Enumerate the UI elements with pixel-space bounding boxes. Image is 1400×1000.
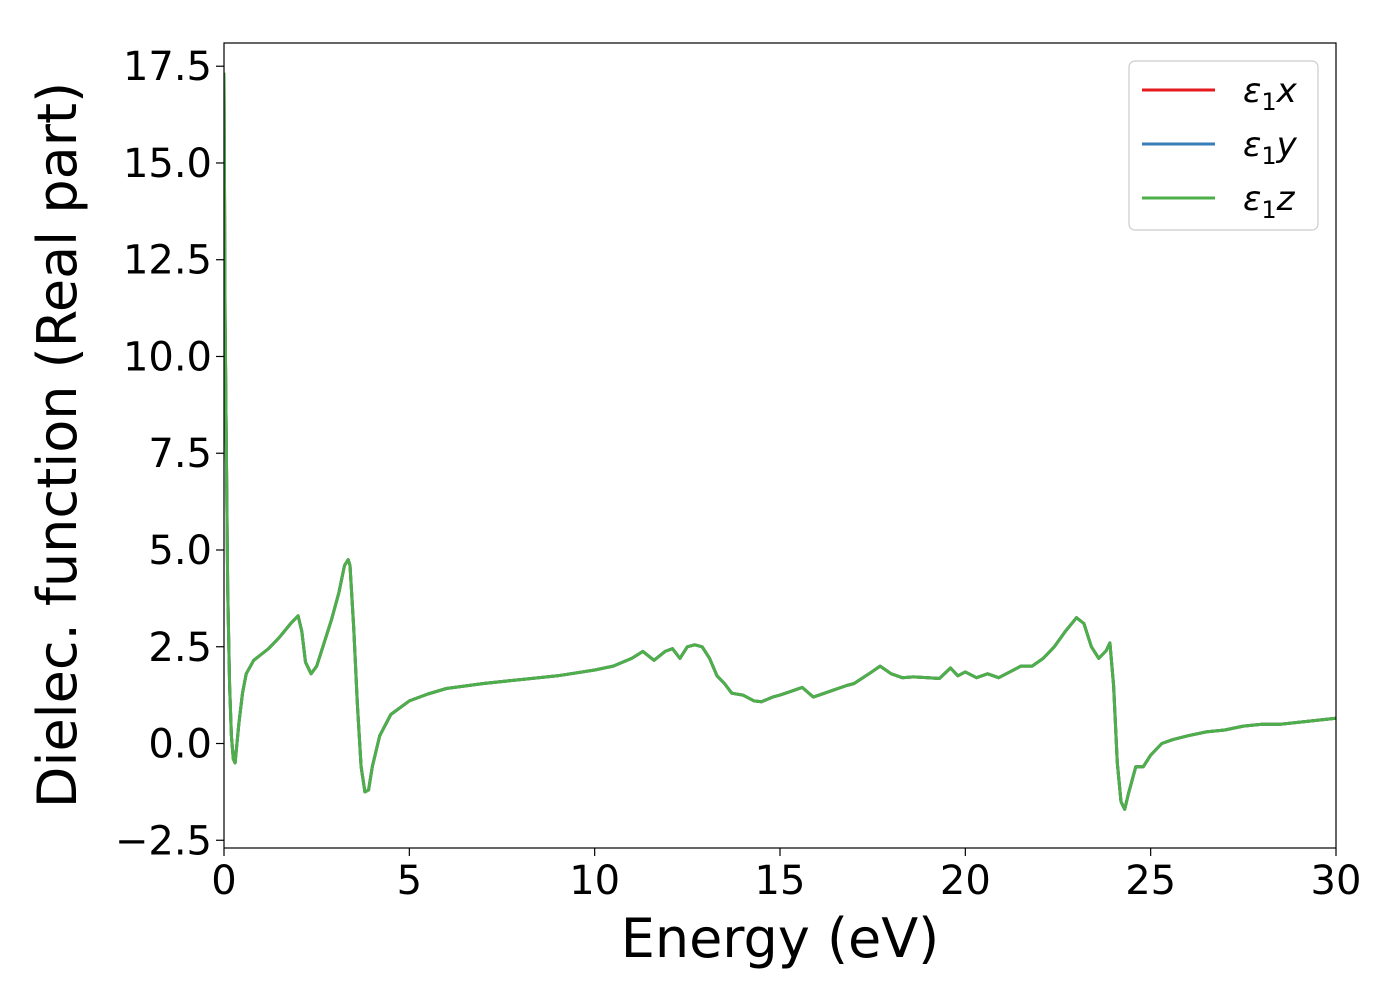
legend-box bbox=[1128, 60, 1319, 231]
x-tick-label: 10 bbox=[569, 858, 620, 904]
legend-label-subscript: 1 bbox=[1261, 142, 1276, 170]
y-tick-label: 5.0 bbox=[148, 528, 212, 574]
x-axis-ticks: 0 5 10 15 20 25 30 bbox=[211, 848, 1361, 904]
legend-label-base: ε bbox=[1243, 71, 1261, 111]
legend-label-x: ε1x bbox=[1243, 71, 1298, 116]
x-tick-label: 30 bbox=[1311, 858, 1362, 904]
y-axis-ticks: −2.5 0.0 2.5 5.0 7.5 10.0 12.5 15.0 17.5 bbox=[115, 44, 224, 864]
x-tick-label: 20 bbox=[940, 858, 991, 904]
y-tick-label: 7.5 bbox=[148, 431, 212, 477]
x-tick-label: 15 bbox=[755, 858, 806, 904]
series-lines bbox=[224, 72, 1336, 811]
y-tick-label: −2.5 bbox=[115, 818, 212, 864]
y-axis-label: Dielec. function (Real part) bbox=[26, 82, 89, 808]
legend-label-z: ε1z bbox=[1243, 179, 1296, 224]
legend-label-suffix: z bbox=[1276, 179, 1296, 219]
series-line-z bbox=[224, 72, 1336, 811]
legend-label-subscript: 1 bbox=[1261, 196, 1276, 224]
legend-label-y: ε1y bbox=[1243, 125, 1298, 170]
legend-label-suffix: x bbox=[1276, 71, 1298, 111]
legend-label-suffix: y bbox=[1276, 125, 1298, 165]
legend-label-base: ε bbox=[1243, 179, 1261, 219]
y-tick-label: 17.5 bbox=[123, 44, 212, 90]
x-axis-label: Energy (eV) bbox=[621, 907, 940, 970]
y-tick-label: 2.5 bbox=[148, 625, 212, 671]
legend-label-base: ε bbox=[1243, 125, 1261, 165]
legend-label-subscript: 1 bbox=[1261, 88, 1276, 116]
y-tick-label: 12.5 bbox=[123, 238, 212, 284]
y-tick-label: 0.0 bbox=[148, 722, 212, 768]
y-tick-label: 15.0 bbox=[123, 141, 212, 187]
x-tick-label: 0 bbox=[211, 858, 236, 904]
x-tick-label: 5 bbox=[397, 858, 422, 904]
y-tick-label: 10.0 bbox=[123, 334, 212, 380]
x-tick-label: 25 bbox=[1125, 858, 1176, 904]
